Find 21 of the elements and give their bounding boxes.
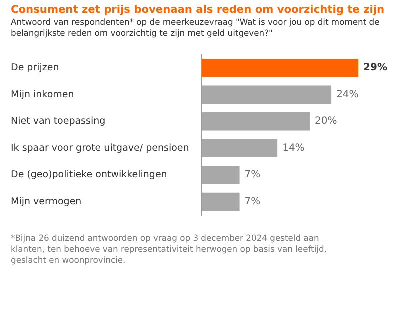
data-label: 7%	[244, 170, 261, 181]
y-tick-label: De (geo)politieke ontwikkelingen	[11, 170, 168, 181]
bar	[202, 112, 310, 131]
y-tick-label: De prijzen	[11, 62, 60, 74]
data-label: 20%	[314, 116, 338, 128]
y-tick-label: Mijn vermogen	[11, 196, 82, 208]
y-tick-label: Mijn inkomen	[11, 89, 74, 100]
y-tick-label: Ik spaar voor grote uitgave/ pensioen	[11, 142, 190, 154]
data-label: 24%	[336, 89, 359, 100]
data-label: 14%	[282, 142, 305, 154]
chart-subtitle: Antwoord van respondenten* op de meerkeuzevraag "Wat is voor jou op dit moment de belangrijkste reden om voorzichtig te zijn met geld uitgeven?"	[11, 17, 381, 39]
data-label: 7%	[244, 196, 261, 208]
text: *Bijna 26 duizend antwoorden op vraag op 3 december 2024 gesteld aan klanten, ten behoeve van representativiteit herwogen op basis van leeftijd, geslacht en woonprovincie.	[11, 233, 328, 266]
data-label: 29%	[364, 62, 388, 74]
bar	[202, 86, 332, 104]
bar	[202, 139, 278, 158]
bar	[202, 166, 240, 184]
bar	[202, 58, 359, 78]
bar	[202, 192, 240, 212]
y-tick-label: Niet van toepassing	[11, 116, 106, 128]
chart-title: Consument zet prijs bovenaan als reden om voorzichtig te zijn	[11, 4, 386, 16]
